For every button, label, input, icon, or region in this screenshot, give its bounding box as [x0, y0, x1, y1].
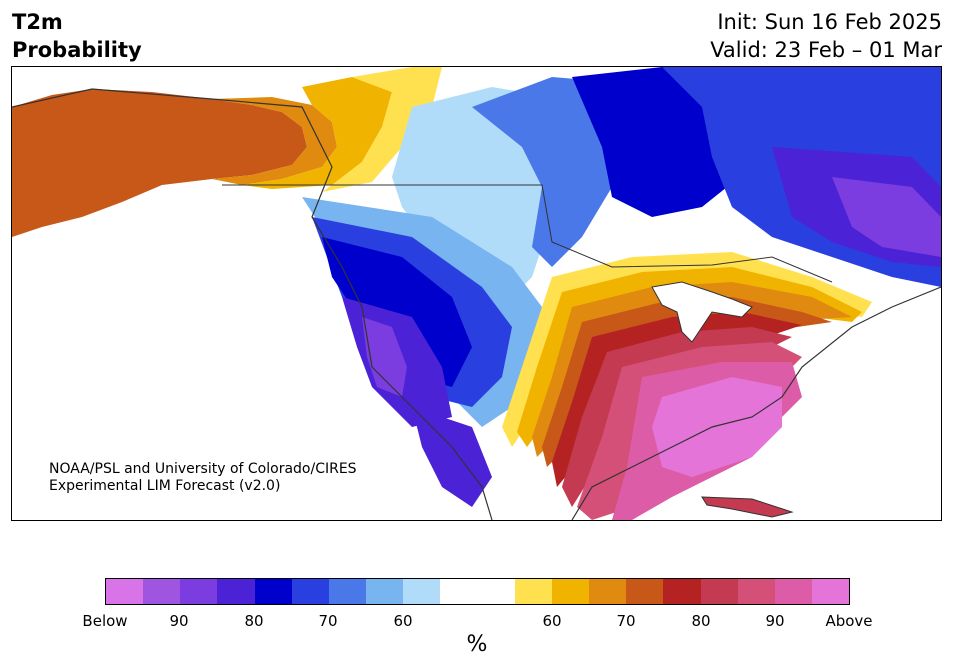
- colorbar-tick-90-above: 90: [765, 612, 785, 630]
- credit-text: NOAA/PSL and University of Colorado/CIRE…: [49, 461, 357, 495]
- colorbar-tick-90-below: 90: [169, 612, 189, 630]
- california-violet: [362, 317, 407, 397]
- colorbar-tick-60-above: 60: [542, 612, 562, 630]
- colorbar-tick-60-below: 60: [393, 612, 413, 630]
- colorbar-segment: [143, 579, 181, 604]
- colorbar-segment: [291, 579, 329, 604]
- title-line-2: Probability: [12, 38, 142, 62]
- colorbar: [105, 578, 850, 605]
- colorbar-segment: [440, 579, 478, 604]
- credit-line-2: Experimental LIM Forecast (v2.0): [49, 478, 281, 494]
- colorbar-segment: [551, 579, 590, 604]
- colorbar-segment: [774, 579, 812, 604]
- great-lakes: [651, 281, 753, 343]
- colorbar-tick-below: Below: [82, 612, 128, 630]
- alaska-rust-region: [12, 89, 307, 237]
- colorbar-segment: [477, 579, 515, 604]
- map-title: T2m Probability: [12, 8, 142, 64]
- alaska-orange-band: [212, 97, 337, 185]
- colorbar-segment: [328, 579, 367, 604]
- colorbar-tick-above: Above: [825, 612, 873, 630]
- coastline-outline: [12, 88, 941, 520]
- colorbar-segment: [663, 579, 701, 604]
- colorbar-segment: [403, 579, 441, 604]
- colorbar-segment: [700, 579, 738, 604]
- us-canada-border: [222, 184, 833, 283]
- yukon-yellow-band: [242, 77, 392, 189]
- east-crimson: [562, 327, 792, 507]
- canada-faint-yellow: [322, 67, 442, 192]
- cuba: [701, 496, 794, 518]
- colorbar-tick-80-above: 80: [691, 612, 711, 630]
- colorbar-segment: [589, 579, 627, 604]
- title-line-1: T2m: [12, 10, 63, 34]
- init-date: Init: Sun 16 Feb 2025: [717, 10, 942, 34]
- colorbar-segment: [254, 579, 292, 604]
- colorbar-segment: [514, 579, 552, 604]
- colorbar-tick-70-below: 70: [318, 612, 338, 630]
- colorbar-unit: %: [466, 632, 488, 657]
- colorbar-segment: [106, 579, 144, 604]
- map-canvas: [12, 67, 941, 520]
- southeast-magenta: [652, 377, 782, 477]
- colorbar-segment: [180, 579, 218, 604]
- colorbar-segment: [737, 579, 775, 604]
- colorbar-segment: [811, 579, 850, 604]
- colorbar-tick-70-above: 70: [616, 612, 636, 630]
- forecast-dates: Init: Sun 16 Feb 2025 Valid: 23 Feb – 01…: [710, 8, 942, 64]
- colorbar-segment: [217, 579, 255, 604]
- probability-map: [11, 66, 942, 521]
- colorbar-tick-80-below: 80: [244, 612, 264, 630]
- colorbar-segment: [626, 579, 664, 604]
- labrador-lavender: [832, 177, 941, 257]
- mexico-purple: [412, 407, 492, 507]
- west-deep-blue: [322, 237, 472, 387]
- credit-line-1: NOAA/PSL and University of Colorado/CIRE…: [49, 461, 357, 477]
- colorbar-segment: [366, 579, 404, 604]
- canada-cool-blue: [472, 77, 632, 267]
- valid-date: Valid: 23 Feb – 01 Mar: [710, 38, 942, 62]
